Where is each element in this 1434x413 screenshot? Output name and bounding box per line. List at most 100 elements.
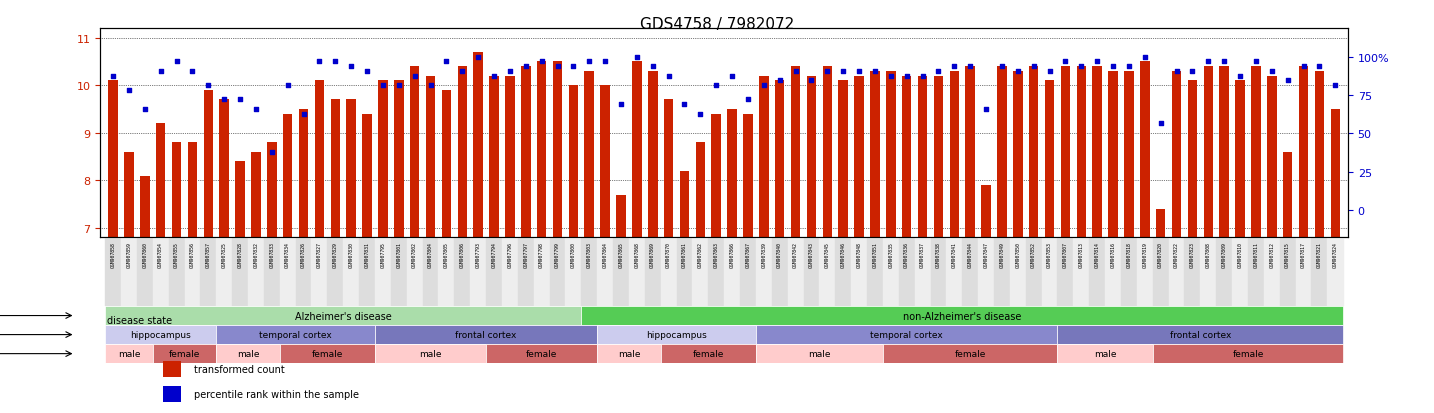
Text: GSM907803: GSM907803	[587, 241, 592, 267]
Point	[1101, 64, 1124, 70]
Text: female: female	[311, 349, 343, 358]
Text: GSM907822: GSM907822	[1174, 241, 1179, 267]
Bar	[1184, 238, 1200, 306]
Point	[753, 83, 776, 89]
Text: GSM907821: GSM907821	[1316, 241, 1322, 267]
Bar	[1216, 238, 1232, 306]
Text: GSM907820: GSM907820	[1159, 241, 1163, 267]
Bar	[1093, 67, 1101, 413]
Point	[816, 68, 839, 75]
Text: GSM907855: GSM907855	[174, 241, 179, 267]
Bar	[1108, 71, 1119, 413]
Text: GSM907819: GSM907819	[1143, 241, 1147, 267]
Text: GSM907814: GSM907814	[1094, 241, 1100, 267]
Text: GSM907835: GSM907835	[888, 241, 893, 267]
Point	[515, 64, 538, 70]
Bar	[819, 238, 835, 306]
Bar	[188, 143, 198, 413]
Text: GSM907802: GSM907802	[412, 241, 417, 267]
Point	[324, 59, 347, 65]
Bar	[680, 171, 690, 413]
Text: GSM907811: GSM907811	[1253, 241, 1259, 267]
Bar	[391, 238, 407, 306]
Bar	[1121, 238, 1137, 306]
Text: GSM907825: GSM907825	[222, 241, 227, 267]
Bar	[934, 76, 944, 413]
Point	[975, 106, 998, 113]
Text: female: female	[693, 349, 724, 358]
Text: GSM907865: GSM907865	[618, 241, 624, 267]
Text: GSM907812: GSM907812	[1269, 241, 1275, 267]
Point	[387, 83, 410, 89]
Bar	[518, 238, 533, 306]
Bar	[521, 67, 531, 413]
Text: GSM907831: GSM907831	[364, 241, 370, 267]
Point	[1245, 59, 1268, 65]
Bar	[330, 100, 340, 413]
Text: GSM907858: GSM907858	[110, 241, 116, 267]
FancyBboxPatch shape	[883, 344, 1057, 363]
Bar	[774, 81, 784, 413]
Text: hippocampus: hippocampus	[647, 330, 707, 339]
Bar	[407, 238, 423, 306]
Point	[1324, 83, 1347, 89]
Bar	[645, 238, 661, 306]
Bar	[1030, 67, 1038, 413]
Bar	[486, 238, 502, 306]
Bar	[1124, 71, 1134, 413]
Point	[926, 68, 949, 75]
FancyBboxPatch shape	[105, 306, 581, 325]
Point	[118, 87, 141, 94]
Bar	[327, 238, 343, 306]
Bar	[740, 238, 756, 306]
Bar	[677, 238, 693, 306]
Text: GSM907843: GSM907843	[809, 241, 815, 267]
Point	[800, 78, 823, 84]
Bar	[1074, 238, 1090, 306]
FancyBboxPatch shape	[217, 344, 280, 363]
Point	[1276, 78, 1299, 84]
FancyBboxPatch shape	[1153, 344, 1344, 363]
Text: GSM907805: GSM907805	[445, 241, 449, 267]
Point	[847, 68, 870, 75]
Point	[1038, 68, 1061, 75]
Point	[483, 73, 506, 80]
Text: percentile rank within the sample: percentile rank within the sample	[194, 389, 358, 399]
FancyBboxPatch shape	[374, 344, 486, 363]
Bar	[617, 195, 625, 413]
Text: GSM907839: GSM907839	[761, 241, 766, 267]
Point	[594, 59, 617, 65]
Bar	[886, 71, 896, 413]
Text: GSM907854: GSM907854	[158, 241, 163, 267]
Point	[863, 68, 886, 75]
Bar	[1090, 238, 1106, 306]
Bar	[997, 67, 1007, 413]
Bar	[807, 76, 816, 413]
Bar	[505, 76, 515, 413]
Text: GSM907793: GSM907793	[476, 241, 480, 267]
Text: hippocampus: hippocampus	[130, 330, 191, 339]
FancyBboxPatch shape	[756, 344, 883, 363]
Text: GSM907867: GSM907867	[746, 241, 750, 267]
FancyBboxPatch shape	[217, 325, 374, 344]
Bar	[125, 152, 133, 413]
Bar	[1057, 238, 1074, 306]
Bar	[1061, 67, 1070, 413]
Text: GSM907832: GSM907832	[254, 241, 258, 267]
Bar	[363, 114, 371, 413]
Text: GSM907845: GSM907845	[825, 241, 830, 267]
Bar	[153, 238, 169, 306]
Text: GSM907860: GSM907860	[142, 241, 148, 267]
Text: GSM907806: GSM907806	[460, 241, 465, 267]
Bar	[217, 238, 232, 306]
Bar	[1172, 71, 1182, 413]
Bar	[585, 71, 594, 413]
Bar	[423, 238, 439, 306]
Text: female: female	[169, 349, 201, 358]
FancyBboxPatch shape	[374, 325, 597, 344]
Point	[1007, 68, 1030, 75]
Bar	[994, 238, 1010, 306]
Text: GSM907846: GSM907846	[840, 241, 846, 267]
Bar	[868, 238, 883, 306]
Point	[895, 73, 918, 80]
